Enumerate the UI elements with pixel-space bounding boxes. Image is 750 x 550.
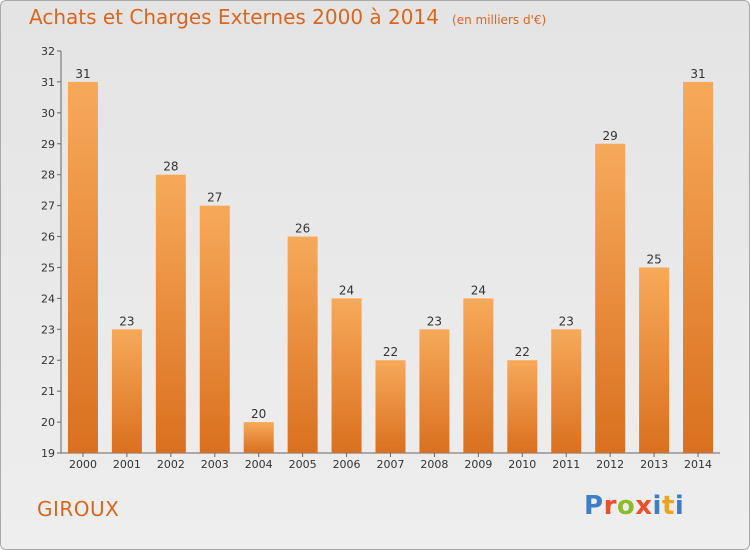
x-tick-label: 2011 (552, 458, 580, 471)
bar-2007 (375, 360, 406, 453)
logo-letter: P (584, 491, 604, 521)
data-label-2001: 23 (119, 314, 134, 328)
y-tick-label: 21 (41, 385, 55, 398)
y-tick-label: 29 (41, 138, 55, 151)
bar-2010 (507, 360, 538, 453)
logo-letter: i (652, 491, 662, 521)
x-tick-label: 2008 (420, 458, 448, 471)
bar-2013 (639, 267, 670, 453)
axes: 19 20 21 22 23 24 25 26 27 28 29 30 31 32 2000 2001 2002… (41, 45, 720, 471)
data-label-2010: 22 (515, 345, 530, 359)
bar-2003 (199, 205, 230, 453)
bar-2005 (287, 236, 318, 453)
data-label-2007: 22 (383, 345, 398, 359)
x-tick-label: 2002 (157, 458, 185, 471)
x-tick-label: 2006 (333, 458, 361, 471)
chart-title: Achats et Charges Externes 2000 à 2014 (29, 5, 439, 29)
chart-subtitle: (en milliers d'€) (452, 13, 547, 27)
logo-letter: i (674, 491, 685, 521)
y-tick-label: 24 (41, 292, 55, 305)
data-label-2008: 23 (427, 314, 442, 328)
y-tick-label: 23 (41, 323, 55, 336)
data-label-2000: 31 (75, 67, 90, 81)
x-tick-label: 2014 (684, 458, 712, 471)
proxiti-logo: Proxiti (584, 491, 684, 521)
bars (67, 81, 714, 453)
data-label-2006: 24 (339, 283, 354, 297)
logo-letter: x (635, 491, 653, 521)
y-tick-label: 28 (41, 169, 55, 182)
logo-letter: r (603, 491, 617, 521)
data-label-2014: 31 (690, 67, 705, 81)
x-tick-label: 2012 (596, 458, 624, 471)
y-tick-label: 22 (41, 354, 55, 367)
x-tick-label: 2003 (201, 458, 229, 471)
data-label-2011: 23 (559, 314, 574, 328)
bar-2014 (683, 81, 714, 453)
bar-2001 (111, 329, 142, 453)
commune-name: GIROUX (37, 497, 120, 521)
logo-letter: o (616, 491, 636, 521)
data-label-2003: 27 (207, 191, 222, 205)
y-tick-label: 26 (41, 231, 55, 244)
x-tick-label: 2004 (245, 458, 273, 471)
bar-2000 (67, 81, 98, 453)
x-tick-label: 2000 (69, 458, 97, 471)
data-label-2012: 29 (603, 129, 618, 143)
x-tick-label: 2013 (640, 458, 668, 471)
logo-letter: t (661, 491, 675, 521)
x-tick-label: 2009 (464, 458, 492, 471)
data-label-2005: 26 (295, 222, 310, 236)
x-tick-label: 2001 (113, 458, 141, 471)
data-label-2013: 25 (646, 252, 661, 266)
y-tick-label: 25 (41, 261, 55, 274)
data-label-2002: 28 (163, 160, 178, 174)
bar-2009 (463, 298, 494, 453)
bar-2011 (551, 329, 582, 453)
y-tick-label: 27 (41, 200, 55, 213)
data-labels: 31 23 28 27 20 26 24 22 23 24 22 23 29 25 31 (75, 67, 705, 421)
y-tick-label: 20 (41, 416, 55, 429)
y-tick-label: 30 (41, 107, 55, 120)
x-tick-label: 2010 (508, 458, 536, 471)
bar-2012 (595, 143, 626, 453)
x-tick-label: 2005 (289, 458, 317, 471)
bar-2004 (243, 422, 274, 453)
x-tick-label: 2007 (377, 458, 405, 471)
bar-2008 (419, 329, 450, 453)
y-tick-label: 19 (41, 447, 55, 460)
y-tick-label: 32 (41, 45, 55, 58)
title-row: Achats et Charges Externes 2000 à 2014 (… (29, 5, 546, 29)
data-label-2004: 20 (251, 407, 266, 421)
data-label-2009: 24 (471, 283, 486, 297)
bar-2006 (331, 298, 362, 453)
bar-2002 (155, 174, 186, 453)
y-tick-label: 31 (41, 76, 55, 89)
